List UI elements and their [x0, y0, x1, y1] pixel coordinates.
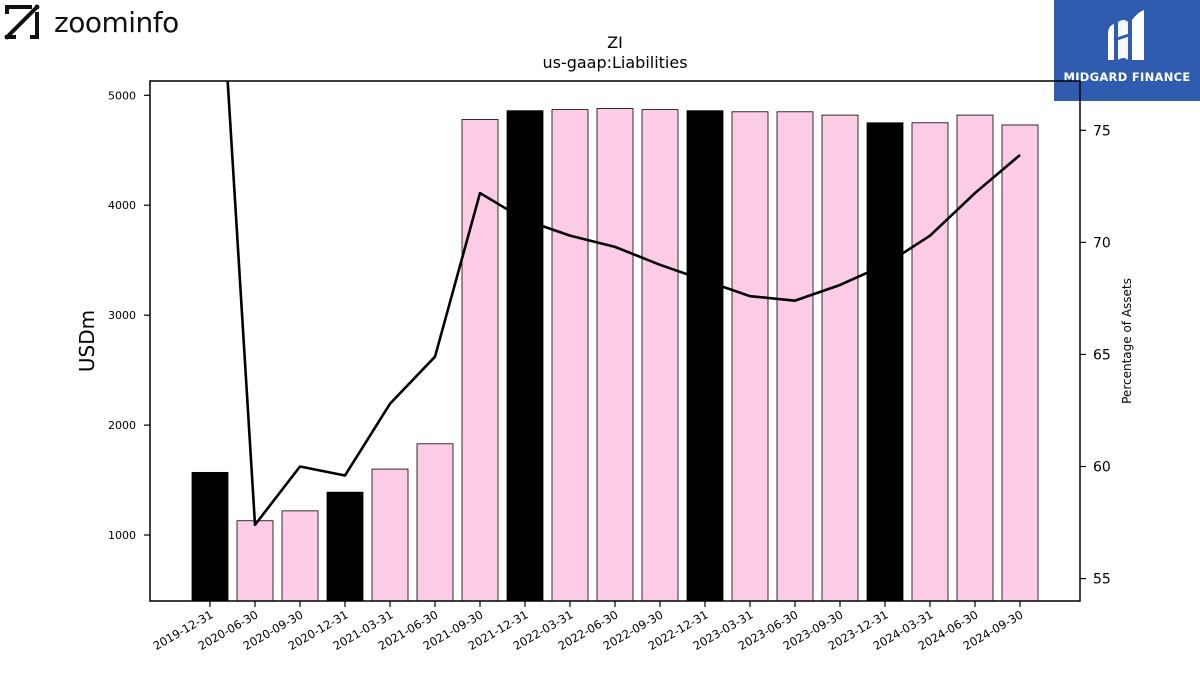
- bar-2019-12-31: [191, 471, 229, 602]
- bar-2022-12-31: [686, 110, 724, 602]
- y-tick-label: 2000: [108, 419, 136, 432]
- y-axis-left: 1000 2000 3000 4000 5000: [108, 89, 150, 542]
- y-tick-label: 1000: [108, 529, 136, 542]
- bar-2020-06-30: [236, 520, 274, 602]
- midgard-finance-logo: MIDGARD FINANCE: [1054, 0, 1200, 101]
- bar-2020-12-31: [326, 491, 364, 602]
- bar-2021-09-30: [461, 119, 499, 602]
- midgard-wordmark: MIDGARD FINANCE: [1063, 70, 1191, 84]
- bar-2023-09-30: [821, 114, 859, 602]
- bar-2024-06-30: [956, 114, 994, 602]
- midgard-mark-icon: [1108, 10, 1144, 60]
- y-axis-label: USDm: [75, 310, 99, 372]
- bar-2021-06-30: [416, 443, 454, 602]
- zoominfo-logo: zoominfo: [4, 4, 179, 40]
- percentage-of-assets-line: [226, 81, 1021, 527]
- bar-2022-03-31: [551, 109, 589, 602]
- chart-subtitle: us-gaap:Liabilities: [542, 53, 687, 72]
- y2-axis-label: Percentage of Assets: [1120, 278, 1134, 404]
- x-axis: 2019-12-312020-06-302020-09-302020-12-31…: [151, 601, 1026, 653]
- y2-tick-label: 55: [1093, 572, 1111, 588]
- y-tick-label: 3000: [108, 309, 136, 322]
- bar-2022-06-30: [596, 108, 634, 602]
- y2-tick-label: 60: [1093, 460, 1111, 476]
- bar-2023-06-30: [776, 111, 814, 602]
- bar-2023-12-31: [866, 122, 904, 602]
- zoominfo-wordmark: zoominfo: [54, 5, 179, 39]
- bar-2021-03-31: [371, 468, 409, 602]
- chart-title: ZI: [607, 33, 623, 52]
- bar-2024-03-31: [911, 122, 949, 602]
- y-tick-label: 4000: [108, 199, 136, 212]
- y-axis-right: 55 60 65 70 75: [1080, 123, 1111, 588]
- bar-2024-09-30: [1001, 124, 1039, 602]
- bar-2022-09-30: [641, 109, 679, 602]
- y2-tick-label: 65: [1093, 347, 1111, 363]
- y-tick-label: 5000: [108, 89, 136, 102]
- line-group: [226, 81, 1021, 527]
- bar-group: [191, 108, 1039, 602]
- bar-2021-12-31: [506, 110, 544, 602]
- y2-tick-label: 70: [1093, 235, 1111, 251]
- y2-tick-label: 75: [1093, 123, 1111, 139]
- bar-2020-09-30: [281, 510, 319, 602]
- zoominfo-mark-icon: [4, 4, 40, 40]
- bar-2023-03-31: [731, 111, 769, 602]
